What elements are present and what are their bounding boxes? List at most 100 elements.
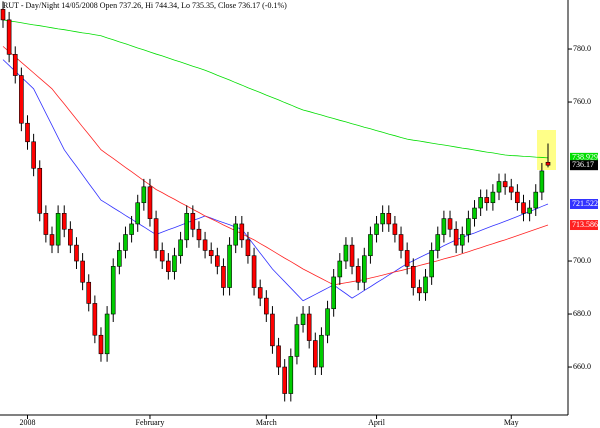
candle-body — [343, 244, 349, 262]
candle-body — [227, 244, 232, 288]
candle-body — [392, 223, 398, 235]
x-tick-label: March — [256, 418, 277, 427]
candle-body — [147, 186, 153, 219]
candle-body — [472, 207, 477, 219]
candle-body — [294, 324, 300, 357]
candle-body — [6, 19, 12, 55]
x-tick-label: 2008 — [19, 418, 35, 427]
candle-body — [533, 191, 539, 209]
candle-body — [459, 234, 465, 246]
price-tag — [570, 152, 598, 163]
candle-body — [172, 255, 177, 272]
candle-body — [153, 218, 159, 251]
candle-body — [196, 228, 202, 241]
candle-body — [490, 191, 496, 204]
candle-body — [349, 244, 355, 267]
candle-body — [184, 213, 190, 241]
candle-body — [233, 223, 238, 246]
candle-body — [368, 234, 373, 257]
candle-body — [104, 313, 110, 355]
candle-body — [12, 54, 18, 76]
candle-body — [276, 345, 281, 368]
candle-body — [435, 234, 441, 251]
candle-body — [313, 340, 318, 368]
price-tag-label: 736.17 — [572, 160, 594, 169]
candle-body — [423, 276, 428, 294]
candle-body — [484, 197, 490, 204]
candle-body — [466, 218, 471, 235]
candle-body — [239, 223, 245, 241]
moving-average — [2, 46, 549, 286]
candle-body — [98, 334, 104, 355]
candle-body — [508, 186, 514, 193]
candle-body — [68, 228, 73, 246]
candle-body — [306, 313, 312, 341]
candle-body — [331, 276, 336, 310]
candle-body — [502, 181, 508, 188]
price-tag — [570, 199, 598, 210]
candle-body — [25, 122, 30, 143]
candle-body — [410, 266, 416, 288]
price-tag-label: 721.522 — [572, 199, 598, 208]
candle-body — [251, 255, 257, 288]
candle-body — [417, 287, 422, 294]
candle-body — [202, 239, 208, 251]
candle-body — [257, 287, 263, 299]
candle-body — [453, 228, 459, 246]
price-tag-label: 738.929 — [572, 153, 598, 162]
candle-body — [135, 202, 141, 225]
candle-body — [61, 213, 67, 230]
candle-body — [74, 244, 79, 262]
x-tick-label: February — [136, 418, 165, 427]
candle-body — [404, 250, 410, 267]
candle-body — [117, 250, 122, 267]
chart-title: RUT - Day/Night 14/05/2008 Open 737.26, … — [3, 1, 287, 10]
candle-body — [527, 207, 532, 214]
candle-body — [325, 308, 330, 336]
candle-body — [43, 213, 49, 235]
x-tick-label: May — [504, 418, 519, 427]
candle-body — [398, 234, 404, 251]
candle-body — [37, 167, 43, 214]
candle-body — [319, 334, 324, 368]
price-tag-label: 713.586 — [572, 220, 598, 229]
candle-body — [110, 266, 116, 315]
candle-body — [166, 260, 171, 272]
candle-body — [80, 260, 85, 283]
y-tick-label: 780.0 — [573, 44, 591, 53]
candle-body — [380, 213, 385, 225]
candle-body — [264, 297, 269, 315]
candle-body — [245, 239, 251, 257]
candle-body — [515, 191, 520, 204]
candle-body — [31, 141, 36, 169]
candle-body — [386, 213, 392, 225]
candle-body — [123, 234, 128, 251]
price-tag — [570, 160, 598, 171]
y-tick-label: 660.0 — [573, 362, 591, 371]
candle-body — [478, 197, 483, 209]
candle-body — [337, 260, 343, 278]
candle-body — [221, 266, 226, 288]
candle-body — [129, 223, 134, 235]
candle-body — [429, 250, 434, 278]
candle-body — [496, 181, 502, 193]
candle-body — [300, 313, 306, 325]
candle-body — [539, 170, 545, 193]
candle-body — [0, 8, 6, 21]
candle-body — [159, 250, 165, 262]
candle-body — [521, 202, 526, 214]
candle-body — [208, 250, 214, 257]
x-tick-label: April — [368, 418, 386, 427]
candle-body — [270, 313, 275, 347]
candle-body — [447, 218, 453, 230]
candle-body — [374, 223, 379, 235]
candle-body — [545, 161, 551, 166]
highlight-box — [537, 130, 556, 170]
candle-body — [355, 266, 361, 283]
y-tick-label: 760.0 — [573, 97, 591, 106]
candle-body — [282, 366, 287, 394]
candle-body — [441, 218, 447, 235]
candle-body — [92, 303, 98, 336]
